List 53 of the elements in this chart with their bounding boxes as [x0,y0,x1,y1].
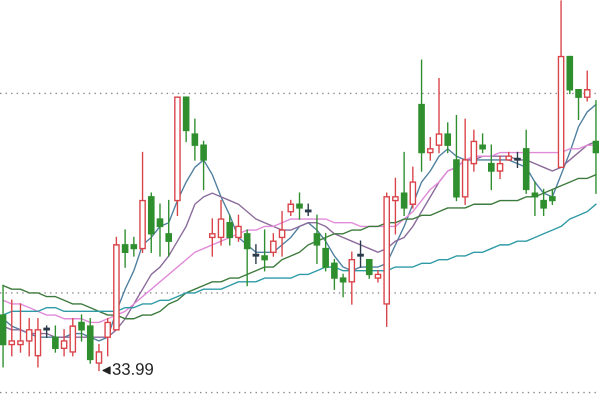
candlestick [43,325,50,338]
candlestick [592,100,599,194]
candlestick [261,229,268,272]
candlestick [426,137,434,161]
candlestick [392,178,399,234]
candlestick [287,200,294,216]
candlestick [400,152,408,216]
candlestick [270,233,277,257]
candlestick [200,140,207,190]
candlestick [479,133,486,154]
candlestick [235,214,242,242]
candlestick [60,329,68,356]
candlestick [78,314,85,342]
candlestick [8,300,16,356]
candlestick [165,200,172,257]
candlestick [374,270,382,283]
candlestick [322,233,329,272]
candlestick [17,303,24,353]
candlestick [122,229,128,268]
candlestick [104,318,111,356]
candlestick [192,118,198,161]
candlestick [296,192,303,220]
candlestick [436,78,442,154]
candlestick [470,130,478,172]
candlestick [488,144,495,190]
candlestick [532,181,538,216]
candlestick [549,188,556,205]
candlestick [52,325,59,353]
candlestick [584,70,591,102]
candlestick [96,344,102,372]
candlestick [540,188,547,216]
candlestick [218,200,224,246]
candlestick [226,214,234,246]
candlestick [514,152,521,168]
candlestick [575,89,582,120]
candlestick [444,122,452,154]
candlestick [366,258,373,279]
candlestick [348,252,356,305]
candlestick [209,218,216,257]
candlestick [410,166,416,209]
annotation: 33.99 [112,363,153,375]
candlestick [496,156,504,180]
candlestick [26,318,33,356]
candlestick [278,210,286,257]
candlestick [357,240,364,268]
candlestick [331,258,338,290]
candlestick [304,204,312,216]
candlestick [314,214,320,264]
candlestick [244,229,250,286]
candlestick [252,244,260,264]
candlestick [156,204,164,257]
candlestick [340,274,346,298]
candlestick [130,236,138,257]
